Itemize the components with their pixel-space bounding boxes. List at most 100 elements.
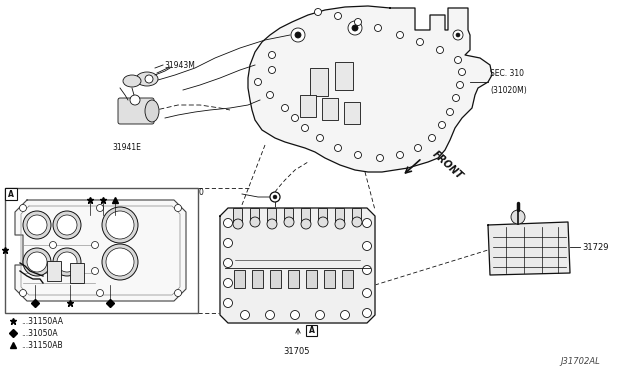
Bar	[47, 261, 61, 281]
Bar	[300, 95, 316, 117]
Circle shape	[241, 311, 250, 320]
Circle shape	[270, 192, 280, 202]
Text: ...31050A: ...31050A	[21, 328, 58, 337]
Circle shape	[19, 289, 26, 296]
Bar	[310, 68, 328, 96]
Circle shape	[458, 68, 465, 76]
Polygon shape	[15, 200, 186, 301]
Circle shape	[53, 248, 81, 276]
Bar	[318, 208, 327, 222]
Circle shape	[295, 32, 301, 38]
Circle shape	[362, 266, 371, 275]
Circle shape	[447, 109, 454, 115]
Circle shape	[362, 218, 371, 228]
Polygon shape	[220, 208, 375, 323]
Text: FRONT: FRONT	[430, 149, 464, 181]
Circle shape	[266, 92, 273, 99]
Circle shape	[102, 244, 138, 280]
Circle shape	[301, 219, 311, 229]
Circle shape	[53, 211, 81, 239]
Circle shape	[335, 13, 342, 19]
Circle shape	[223, 238, 232, 247]
Circle shape	[352, 25, 358, 31]
Text: ...31150AA: ...31150AA	[21, 317, 63, 326]
Circle shape	[223, 279, 232, 288]
Circle shape	[23, 211, 51, 239]
Circle shape	[267, 219, 277, 229]
Circle shape	[175, 289, 182, 296]
Circle shape	[456, 81, 463, 89]
Circle shape	[223, 218, 232, 228]
Circle shape	[335, 144, 342, 151]
Bar	[5, 188, 17, 200]
Text: 31729: 31729	[582, 243, 609, 251]
Bar	[324, 270, 335, 288]
Circle shape	[314, 9, 321, 16]
Bar	[270, 270, 281, 288]
Circle shape	[269, 67, 275, 74]
Circle shape	[250, 217, 260, 227]
Circle shape	[453, 30, 463, 40]
Circle shape	[348, 21, 362, 35]
Bar	[250, 208, 259, 222]
Circle shape	[452, 94, 460, 102]
Circle shape	[282, 105, 289, 112]
Ellipse shape	[145, 100, 159, 122]
Circle shape	[374, 25, 381, 32]
Circle shape	[223, 298, 232, 308]
Circle shape	[355, 151, 362, 158]
Bar	[342, 270, 353, 288]
Bar	[352, 208, 361, 222]
Circle shape	[92, 267, 99, 275]
Bar	[306, 270, 317, 288]
Circle shape	[456, 33, 460, 37]
Circle shape	[27, 215, 47, 235]
Text: J31702AL: J31702AL	[560, 357, 600, 366]
Bar	[5, 188, 198, 313]
Bar	[306, 325, 317, 336]
Circle shape	[57, 215, 77, 235]
Text: 315280: 315280	[175, 187, 204, 196]
Text: 31943M: 31943M	[164, 61, 195, 70]
Circle shape	[49, 241, 56, 248]
Bar	[233, 208, 242, 224]
Ellipse shape	[136, 72, 158, 86]
Circle shape	[23, 248, 51, 276]
Bar	[335, 62, 353, 90]
Bar	[70, 263, 84, 283]
Text: A: A	[308, 326, 314, 335]
Circle shape	[397, 32, 403, 38]
Circle shape	[376, 154, 383, 161]
Circle shape	[291, 115, 298, 122]
Circle shape	[266, 311, 275, 320]
Circle shape	[106, 211, 134, 239]
Circle shape	[106, 248, 134, 276]
Circle shape	[233, 219, 243, 229]
Circle shape	[335, 219, 345, 229]
Circle shape	[355, 19, 362, 26]
Circle shape	[97, 289, 104, 296]
Bar	[322, 98, 338, 120]
Bar	[344, 102, 360, 124]
Circle shape	[269, 51, 275, 58]
Text: A: A	[8, 189, 14, 199]
Circle shape	[362, 308, 371, 317]
Text: ...31150AB: ...31150AB	[21, 340, 63, 350]
Circle shape	[145, 75, 153, 83]
Circle shape	[511, 210, 525, 224]
Bar	[284, 208, 293, 222]
Text: (31020M): (31020M)	[490, 86, 527, 95]
Circle shape	[352, 217, 362, 227]
Circle shape	[436, 46, 444, 54]
Circle shape	[19, 205, 26, 212]
Circle shape	[429, 135, 435, 141]
Circle shape	[317, 135, 323, 141]
Bar	[301, 208, 310, 224]
Bar	[288, 270, 299, 288]
Circle shape	[362, 289, 371, 298]
FancyBboxPatch shape	[118, 98, 154, 124]
Polygon shape	[248, 6, 492, 172]
Circle shape	[27, 252, 47, 272]
Circle shape	[454, 57, 461, 64]
Circle shape	[397, 151, 403, 158]
